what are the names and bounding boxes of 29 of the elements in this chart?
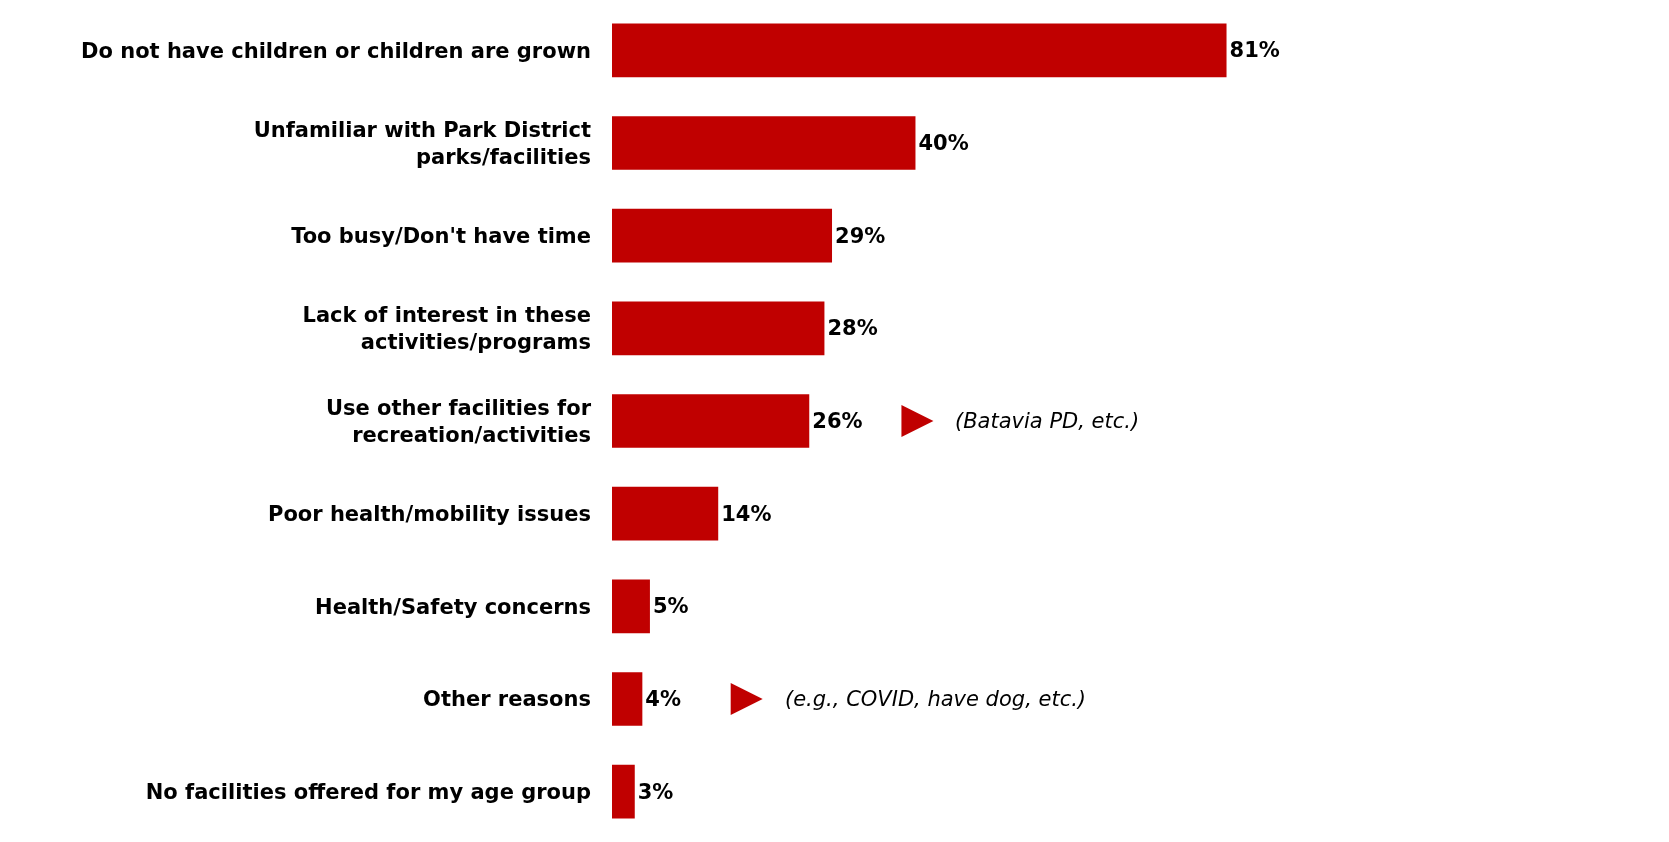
bar	[612, 486, 719, 541]
data-label: 29%	[835, 223, 886, 248]
bar	[612, 23, 1227, 78]
y-tick-label: Lack of interest in these activities/programs	[302, 303, 591, 355]
data-label: 81%	[1229, 38, 1280, 63]
data-label: 14%	[721, 501, 772, 526]
bar	[612, 116, 916, 170]
data-label: 28%	[827, 316, 878, 341]
y-tick-label: No facilities offered for my age group	[145, 780, 591, 805]
bar	[612, 208, 833, 263]
y-tick-label: Use other facilities for recreation/activities	[326, 395, 592, 447]
data-label: 5%	[652, 594, 689, 619]
bar	[612, 672, 643, 726]
data-label: 26%	[812, 409, 863, 433]
data-label: 40%	[918, 131, 969, 155]
y-tick-label: Too busy/Don't have time	[291, 224, 591, 249]
bar	[612, 301, 825, 356]
bar	[612, 394, 810, 448]
y-tick-label: Other reasons	[423, 687, 591, 712]
y-tick-label: Poor health/mobility issues	[268, 502, 591, 527]
annotation: (Batavia PD, etc.)	[955, 409, 1140, 433]
data-label: 3%	[637, 779, 674, 804]
data-label: 4%	[645, 687, 682, 711]
y-tick-label: Do not have children or children are grown	[81, 38, 591, 63]
annotation: (e.g., COVID, have dog, etc.)	[785, 687, 1087, 711]
bar	[612, 579, 650, 634]
bar	[612, 764, 635, 819]
y-tick-label: Unfamiliar with Park District parks/facilities	[253, 117, 591, 169]
y-tick-label: Health/Safety concerns	[315, 594, 591, 619]
